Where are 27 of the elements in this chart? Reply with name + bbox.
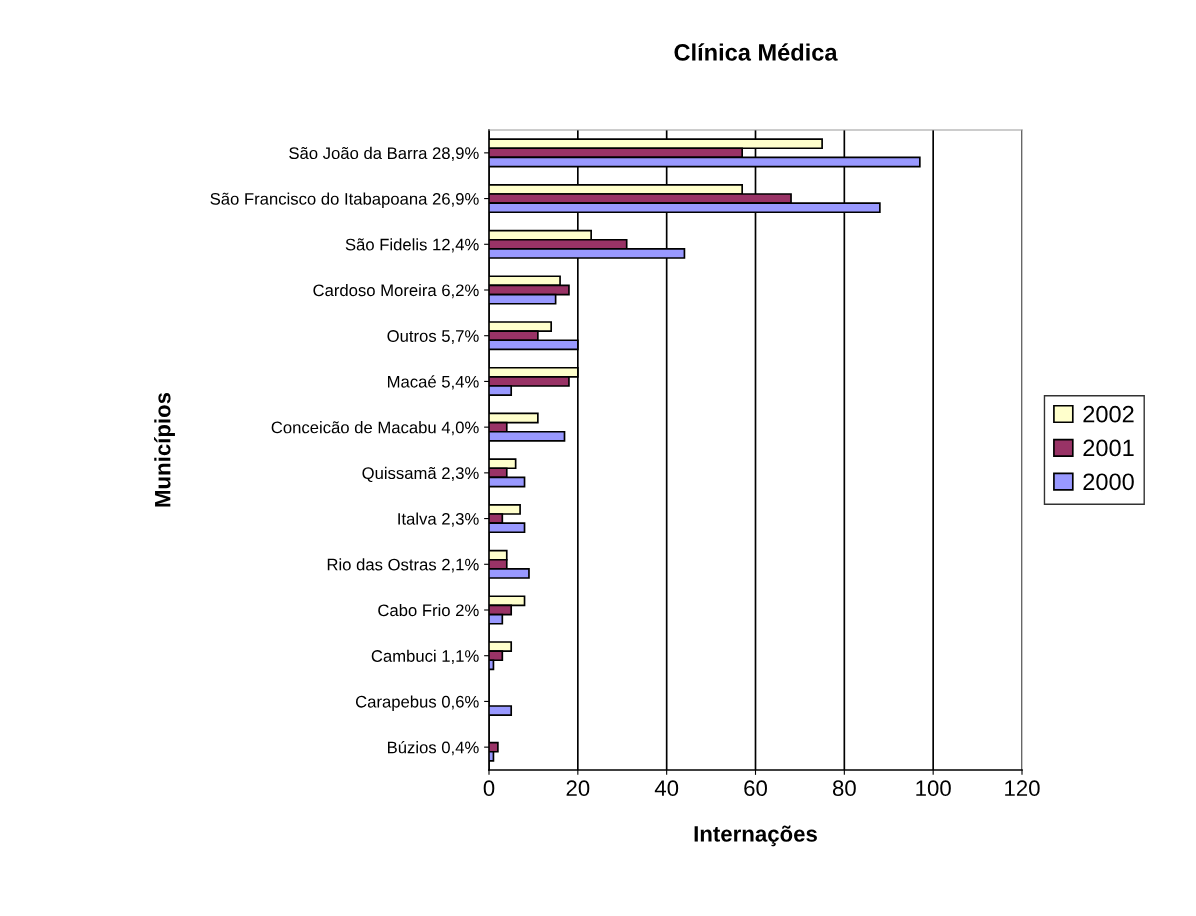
x-tick-label: 40 — [654, 780, 679, 797]
y-tick-label: Conceicão de Macabu 4,0% — [271, 421, 479, 436]
y-tick-label: São João da Barra 28,9% — [289, 146, 479, 162]
y-tick-label: São Fidelis 12,4% — [345, 238, 479, 253]
y-tick-label: São Francisco do Itabapoana 26,9% — [210, 192, 479, 209]
y-tick-label: Cabo Frio 2% — [378, 603, 479, 617]
y-axis-title: Municípios — [154, 392, 175, 507]
y-tick-label: Búzios 0,4% — [388, 740, 479, 756]
y-tick-label: Carapebus 0,6% — [355, 695, 479, 711]
y-tick-label: Italva 2,3% — [398, 512, 479, 527]
y-tick-label: Macaé 5,4% — [388, 375, 479, 390]
y-tick-label: Rio das Ostras 2,1% — [327, 558, 479, 573]
legend-label: 2001 — [1083, 439, 1134, 457]
y-tick-label: Outros 5,7% — [387, 330, 479, 344]
x-tick-label: 20 — [566, 780, 590, 797]
y-tick-label: Cambuci 1,1% — [371, 649, 479, 664]
chart-title: Clínica Médica — [674, 43, 838, 61]
x-tick-label: 120 — [1005, 780, 1040, 797]
x-axis-title: Internações — [694, 825, 817, 847]
y-tick-label: Quissamã 2,3% — [362, 466, 479, 483]
x-tick-label: 100 — [916, 780, 951, 797]
y-tick-label: Cardoso Moreira 6,2% — [313, 283, 479, 299]
x-tick-label: 80 — [832, 780, 856, 797]
x-tick-label: 0 — [483, 780, 495, 797]
legend-label: 2002 — [1083, 405, 1134, 423]
x-tick-label: 60 — [744, 780, 767, 797]
legend-label: 2000 — [1083, 473, 1134, 491]
